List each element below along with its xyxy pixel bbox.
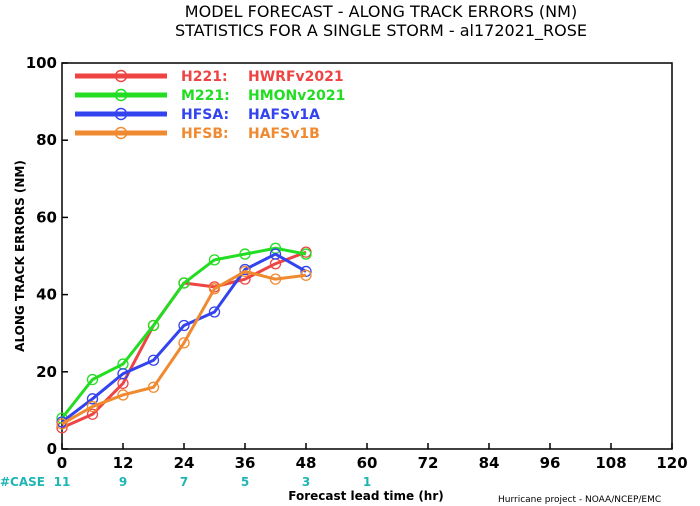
y-axis: 0 20 40 60 80 100: [26, 54, 68, 458]
plot-frame: [61, 62, 673, 450]
legend: H221: HWRFv2021 M221: HMONv2021 HFSA: HAFSv1A…: [75, 69, 345, 142]
legend-name: HFSB:: [181, 126, 229, 142]
case-count: 1: [363, 475, 371, 489]
data-point: [178, 277, 190, 289]
legend-name: HFSA:: [181, 107, 229, 123]
x-tick-label: 48: [296, 454, 317, 472]
legend-desc: HMONv2021: [248, 88, 345, 104]
chart-subtitle: STATISTICS FOR A SINGLE STORM - al172021…: [175, 21, 587, 41]
legend-item: HFSB: HAFSv1B: [75, 126, 320, 142]
x-tick-label: 96: [540, 454, 561, 472]
legend-marker: [114, 69, 128, 83]
x-tick-label: 84: [479, 454, 500, 472]
data-point: [208, 283, 221, 295]
y-tick-label: 60: [36, 208, 57, 226]
data-point: [86, 393, 99, 405]
y-tick-label: 100: [26, 54, 57, 72]
credit-text: Hurricane project - NOAA/NCEP/EMC: [498, 495, 661, 505]
case-counts: 11 9 7 5 3 1: [54, 475, 372, 489]
series-layer: [56, 242, 312, 434]
data-point: [269, 248, 282, 260]
data-point: [147, 319, 160, 332]
case-count: 5: [241, 475, 249, 489]
x-tick-label: 24: [174, 454, 195, 472]
series-line: [61, 252, 307, 424]
data-point: [86, 400, 99, 413]
y-tick-label: 80: [36, 131, 57, 149]
x-tick-label: 108: [595, 454, 626, 472]
x-tick-label: 120: [656, 454, 687, 472]
x-tick-label: 36: [235, 454, 256, 472]
case-count: 3: [302, 475, 310, 489]
data-point: [147, 381, 160, 393]
series-hafsv1b: [56, 265, 312, 430]
series-line: [61, 269, 307, 426]
data-point: [239, 248, 251, 260]
case-count: 11: [54, 475, 71, 489]
legend-name: M221:: [181, 88, 230, 104]
legend-item: M221: HMONv2021: [75, 88, 345, 104]
data-point: [117, 389, 129, 401]
data-point: [300, 248, 312, 260]
y-axis-label: ALONG TRACK ERRORS (NM): [13, 160, 27, 352]
data-point: [178, 319, 190, 332]
data-point: [300, 269, 312, 281]
x-tick-label: 72: [418, 454, 439, 472]
y-tick-label: 20: [36, 363, 57, 381]
legend-marker: [114, 88, 128, 102]
legend-desc: HAFSv1B: [248, 126, 320, 142]
series-line: [60, 246, 307, 420]
x-tick-label: 12: [113, 454, 134, 472]
data-point: [117, 368, 129, 380]
x-tick-label: 60: [357, 454, 378, 472]
case-count-label: #CASE: [0, 475, 45, 489]
legend-desc: HAFSv1A: [248, 107, 320, 123]
x-tick-label: 0: [57, 454, 67, 472]
legend-desc: HWRFv2021: [248, 69, 344, 85]
legend-name: H221:: [181, 69, 228, 85]
data-point: [86, 408, 99, 420]
data-point: [56, 418, 68, 430]
data-point: [178, 337, 190, 349]
y-tick-label: 0: [47, 440, 57, 458]
data-point: [208, 254, 221, 266]
data-point: [86, 373, 99, 386]
data-point: [269, 273, 282, 285]
x-axis: 0 12 24 36 48 60 72 84 96 108 120: [57, 443, 688, 472]
chart-title: MODEL FORECAST - ALONG TRACK ERRORS (NM): [185, 2, 577, 21]
legend-marker: [114, 126, 128, 140]
legend-marker: [114, 107, 128, 121]
y-tick-label: 40: [36, 286, 57, 304]
legend-item: HFSA: HAFSv1A: [75, 107, 320, 123]
legend-item: H221: HWRFv2021: [75, 69, 344, 85]
case-count: 9: [119, 475, 127, 489]
case-count: 7: [180, 475, 188, 489]
data-point: [147, 354, 160, 366]
data-point: [239, 265, 251, 278]
x-axis-label: Forecast lead time (hr): [288, 489, 444, 503]
data-point: [208, 306, 221, 318]
